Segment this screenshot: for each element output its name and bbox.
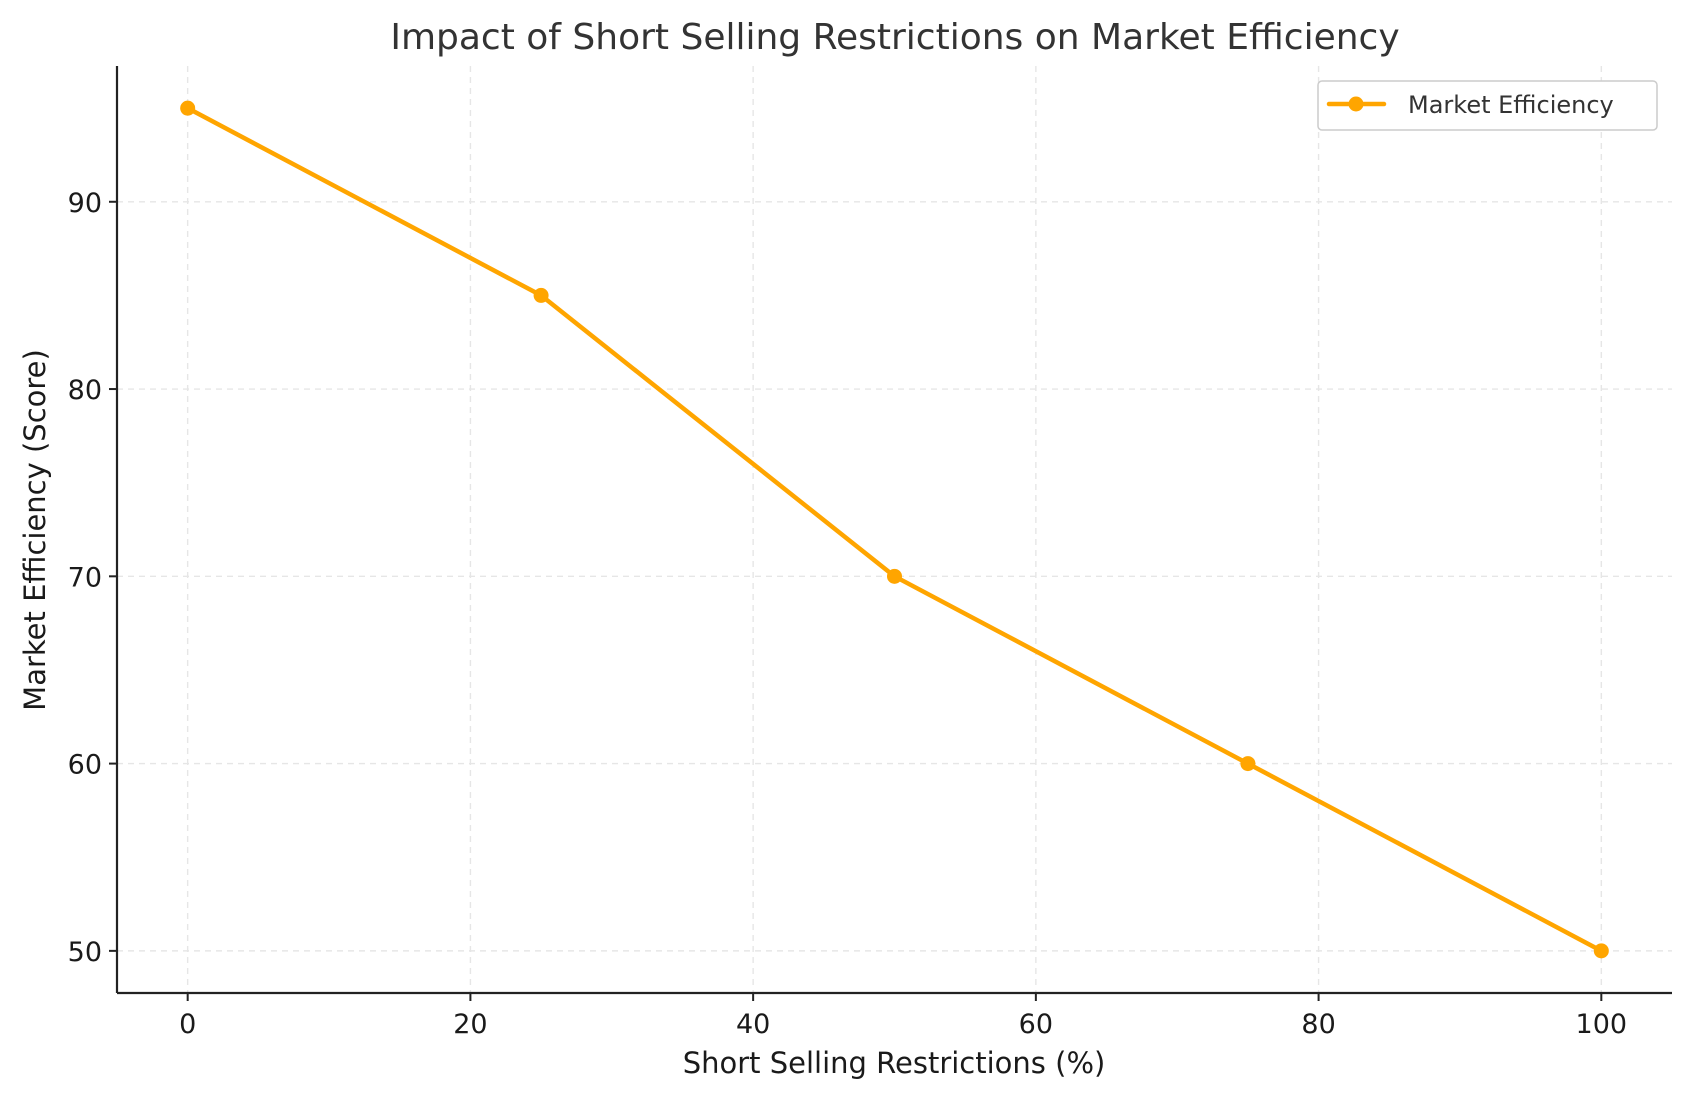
x-tick-label: 0 bbox=[179, 1009, 196, 1040]
data-point bbox=[533, 287, 549, 303]
data-point bbox=[887, 568, 902, 584]
grid-lines bbox=[117, 66, 1672, 993]
legend: Market Efficiency bbox=[1317, 80, 1658, 131]
series-layer bbox=[180, 100, 1609, 959]
x-axis-title: Short Selling Restrictions (%) bbox=[683, 1046, 1106, 1080]
x-tick-label: 60 bbox=[1019, 1009, 1053, 1040]
legend-label: Market Efficiency bbox=[1408, 91, 1614, 119]
chart-title: Impact of Short Selling Restrictions on … bbox=[390, 17, 1399, 58]
data-point bbox=[1240, 756, 1256, 772]
data-point bbox=[180, 100, 196, 116]
y-tick-label: 60 bbox=[68, 750, 102, 781]
legend-box bbox=[1317, 80, 1658, 131]
y-tick-label: 90 bbox=[68, 188, 102, 219]
legend-marker-swatch bbox=[1348, 96, 1364, 112]
data-point bbox=[1593, 943, 1609, 959]
y-axis-title: Market Efficiency (Score) bbox=[18, 349, 52, 711]
y-tick-label: 70 bbox=[68, 562, 102, 593]
axes bbox=[115, 66, 1672, 995]
x-tick-label: 80 bbox=[1301, 1009, 1335, 1040]
x-axis-ticks: 0 20 40 60 80 100 bbox=[179, 993, 1627, 1040]
y-tick-label: 50 bbox=[68, 937, 102, 968]
x-tick-label: 20 bbox=[453, 1009, 487, 1040]
x-tick-label: 40 bbox=[736, 1009, 770, 1040]
y-axis-ticks: 50 60 70 80 90 bbox=[68, 188, 117, 968]
y-tick-label: 80 bbox=[68, 375, 102, 406]
x-tick-label: 100 bbox=[1576, 1009, 1628, 1040]
